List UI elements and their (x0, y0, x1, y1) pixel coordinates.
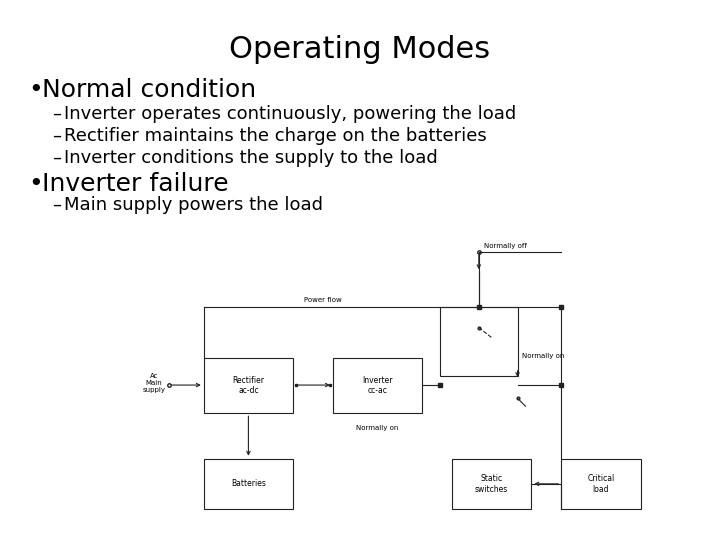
Bar (561, 458, 641, 509)
Text: Ac
Main
supply: Ac Main supply (143, 373, 166, 393)
Text: Batteries: Batteries (231, 480, 266, 488)
Text: •: • (28, 172, 42, 196)
Text: –: – (52, 149, 61, 167)
Text: –: – (52, 127, 61, 145)
Bar (204, 458, 293, 509)
Text: –: – (52, 196, 61, 214)
Text: Rectifier maintains the charge on the batteries: Rectifier maintains the charge on the ba… (64, 127, 487, 145)
Text: –: – (52, 105, 61, 123)
Text: Inverter failure: Inverter failure (42, 172, 229, 196)
Bar (452, 458, 531, 509)
Text: Rectifier
ac-dc: Rectifier ac-dc (233, 376, 264, 395)
Bar (333, 358, 422, 413)
Text: Operating Modes: Operating Modes (230, 35, 490, 64)
Text: •: • (28, 78, 42, 102)
Text: Inverter conditions the supply to the load: Inverter conditions the supply to the lo… (64, 149, 438, 167)
Text: Normal condition: Normal condition (42, 78, 256, 102)
Text: Main supply powers the load: Main supply powers the load (64, 196, 323, 214)
Bar (440, 307, 518, 376)
Text: Static
switches: Static switches (475, 474, 508, 494)
Text: Normally on: Normally on (521, 353, 564, 359)
Text: Normally off: Normally off (484, 243, 526, 249)
Text: Normally on: Normally on (356, 426, 399, 431)
Text: Power flow: Power flow (304, 298, 342, 303)
Bar (204, 358, 293, 413)
Text: Inverter
cc-ac: Inverter cc-ac (362, 376, 392, 395)
Text: Critical
load: Critical load (588, 474, 615, 494)
Text: Inverter operates continuously, powering the load: Inverter operates continuously, powering… (64, 105, 516, 123)
